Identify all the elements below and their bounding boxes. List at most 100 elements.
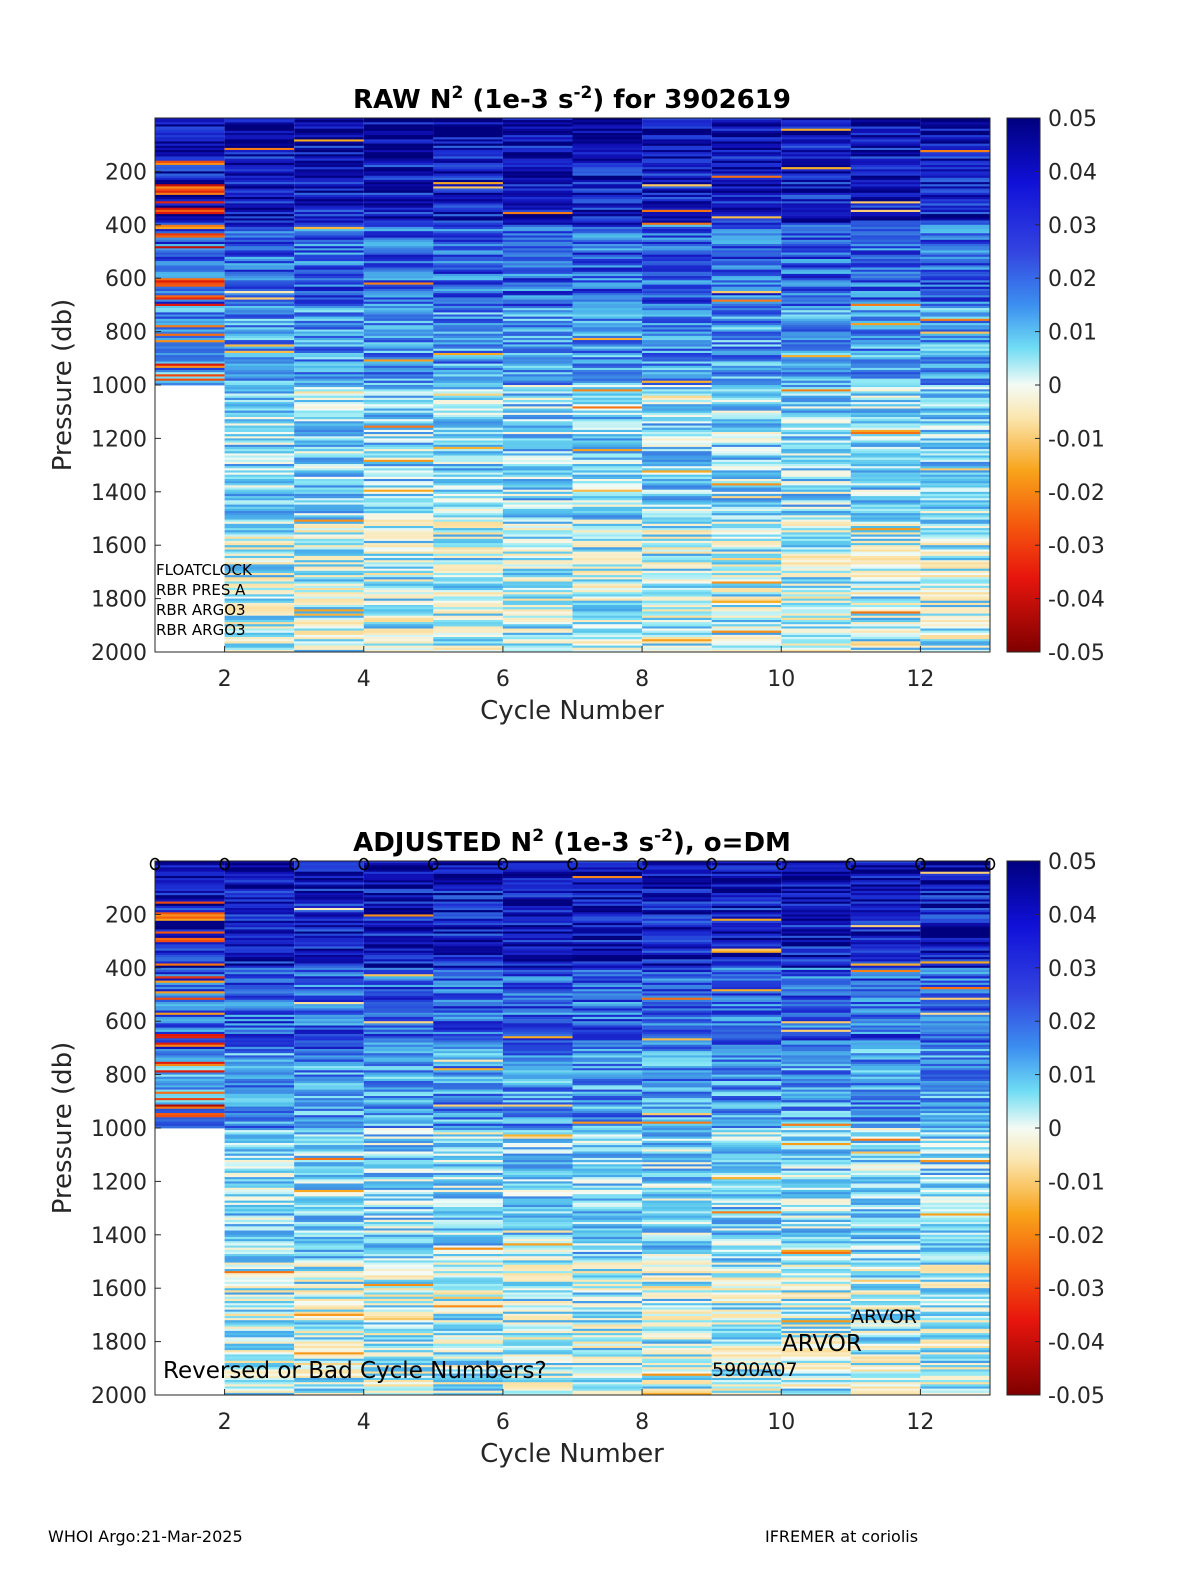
heatmap-cell-cycle-4	[363, 536, 434, 540]
heatmap-cell-cycle-6	[502, 886, 573, 890]
heatmap-cell-cycle-6	[502, 391, 573, 394]
heatmap-cell-cycle-2	[224, 594, 295, 597]
heatmap-cell-cycle-6	[502, 216, 573, 219]
heatmap-cell-cycle-8	[642, 1093, 712, 1097]
heatmap-cell-cycle-4	[363, 912, 434, 915]
heatmap-cell-cycle-12	[920, 333, 990, 337]
heatmap-cell-cycle-12	[920, 137, 990, 140]
heatmap-cell-cycle-8	[642, 1110, 712, 1114]
heatmap-cell-cycle-12	[920, 335, 990, 339]
heatmap-cell-cycle-5	[433, 519, 503, 523]
heatmap-cell-cycle-5	[433, 333, 503, 337]
heatmap-cell-cycle-9	[711, 261, 782, 264]
heatmap-cell-cycle-6	[502, 342, 573, 345]
heatmap-cell-cycle-1	[155, 957, 225, 960]
heatmap-cell-cycle-5	[433, 449, 503, 452]
heatmap-cell-cycle-1	[155, 286, 225, 290]
heatmap-cell-cycle-9	[711, 299, 782, 303]
heatmap-cell-cycle-1	[155, 378, 225, 382]
heatmap-cell-cycle-5	[433, 1108, 503, 1112]
heatmap-cell-cycle-7	[572, 1104, 643, 1107]
heatmap-cell-cycle-4	[363, 587, 434, 591]
heatmap-cell-cycle-12	[920, 602, 990, 606]
heatmap-cell-cycle-3	[294, 1057, 364, 1060]
heatmap-cell-cycle-6	[502, 1140, 573, 1144]
heatmap-cell-cycle-8	[642, 1198, 712, 1201]
heatmap-cell-cycle-10	[781, 560, 851, 563]
heatmap-cell-cycle-12	[920, 489, 990, 493]
heatmap-cell-cycle-9	[711, 1140, 782, 1144]
heatmap-cell-cycle-7	[572, 1021, 643, 1024]
heatmap-cell-cycle-7	[572, 457, 643, 461]
heatmap-cell-cycle-4	[363, 291, 434, 294]
heatmap-cell-cycle-6	[502, 1078, 573, 1082]
heatmap-cell-cycle-8	[642, 995, 712, 999]
heatmap-cell-cycle-12	[920, 446, 990, 450]
heatmap-cell-cycle-2	[224, 523, 295, 527]
heatmap-cell-cycle-7	[572, 128, 643, 132]
heatmap-cell-cycle-2	[224, 1356, 295, 1360]
heatmap-cell-cycle-2	[224, 280, 295, 283]
heatmap-cell-cycle-7	[572, 634, 643, 638]
heatmap-cell-cycle-12	[920, 496, 990, 499]
heatmap-cell-cycle-7	[572, 506, 643, 510]
heatmap-cell-cycle-8	[642, 348, 712, 352]
heatmap-cell-cycle-7	[572, 989, 643, 992]
heatmap-cell-cycle-8	[642, 984, 712, 988]
heatmap-cell-cycle-9	[711, 493, 782, 497]
heatmap-cell-cycle-4	[363, 451, 434, 454]
heatmap-cell-cycle-4	[363, 406, 434, 409]
heatmap-cell-cycle-4	[363, 617, 434, 621]
heatmap-cell-cycle-1	[155, 1108, 225, 1112]
heatmap-cell-cycle-9	[711, 1136, 782, 1139]
heatmap-cell-cycle-5	[433, 493, 503, 497]
heatmap-cell-cycle-1	[155, 931, 225, 934]
heatmap-cell-cycle-9	[711, 1051, 782, 1054]
heatmap-cell-cycle-5	[433, 412, 503, 416]
heatmap-cell-cycle-9	[711, 1068, 782, 1071]
heatmap-cell-cycle-8	[642, 620, 712, 623]
heatmap-cell-cycle-9	[711, 1239, 782, 1242]
heatmap-cell-cycle-7	[572, 1365, 643, 1368]
heatmap-cell-cycle-7	[572, 1102, 643, 1105]
heatmap-cell-cycle-1	[155, 984, 225, 988]
heatmap-cell-cycle-1	[155, 1034, 225, 1037]
heatmap-cell-cycle-7	[572, 538, 643, 542]
heatmap-cell-cycle-9	[711, 575, 782, 578]
heatmap-cell-cycle-4	[363, 1298, 434, 1302]
heatmap-cell-cycle-3	[294, 598, 364, 602]
heatmap-cell-cycle-1	[155, 1102, 225, 1105]
heatmap-cell-cycle-6	[502, 1241, 573, 1244]
heatmap-cell-cycle-11	[850, 641, 921, 644]
heatmap-cell-cycle-8	[642, 318, 712, 322]
heatmap-cell-cycle-5	[433, 1256, 503, 1259]
colorbar-tick-label: -0.01	[1048, 427, 1105, 452]
heatmap-cell-cycle-3	[294, 1363, 364, 1366]
heatmap-cell-cycle-2	[224, 316, 295, 320]
heatmap-cell-cycle-10	[781, 190, 851, 194]
heatmap-cell-cycle-1	[155, 869, 225, 872]
heatmap-cell-cycle-8	[642, 205, 712, 209]
heatmap-cell-cycle-11	[850, 145, 921, 149]
heatmap-cell-cycle-8	[642, 890, 712, 894]
heatmap-cell-cycle-3	[294, 288, 364, 292]
heatmap-cell-cycle-3	[294, 188, 364, 191]
heatmap-cell-cycle-9	[711, 365, 782, 369]
heatmap-cell-cycle-8	[642, 203, 712, 206]
heatmap-cell-cycle-9	[711, 596, 782, 599]
heatmap-cell-cycle-11	[850, 329, 921, 332]
heatmap-cell-cycle-11	[850, 331, 921, 335]
heatmap-cell-cycle-8	[642, 186, 712, 189]
heatmap-cell-cycle-9	[711, 547, 782, 550]
heatmap-cell-cycle-11	[850, 429, 921, 433]
heatmap-cell-cycle-8	[642, 972, 712, 975]
heatmap-cell-cycle-1	[155, 162, 225, 166]
heatmap-cell-cycle-2	[224, 128, 295, 132]
heatmap-cell-cycle-6	[502, 1162, 573, 1165]
heatmap-cell-cycle-6	[502, 288, 573, 292]
heatmap-cell-cycle-2	[224, 647, 295, 651]
heatmap-cell-cycle-6	[502, 1177, 573, 1180]
heatmap-cell-cycle-11	[850, 620, 921, 623]
colorbar-tick-label: 0.04	[1048, 160, 1097, 185]
heatmap-cell-cycle-7	[572, 1136, 643, 1139]
